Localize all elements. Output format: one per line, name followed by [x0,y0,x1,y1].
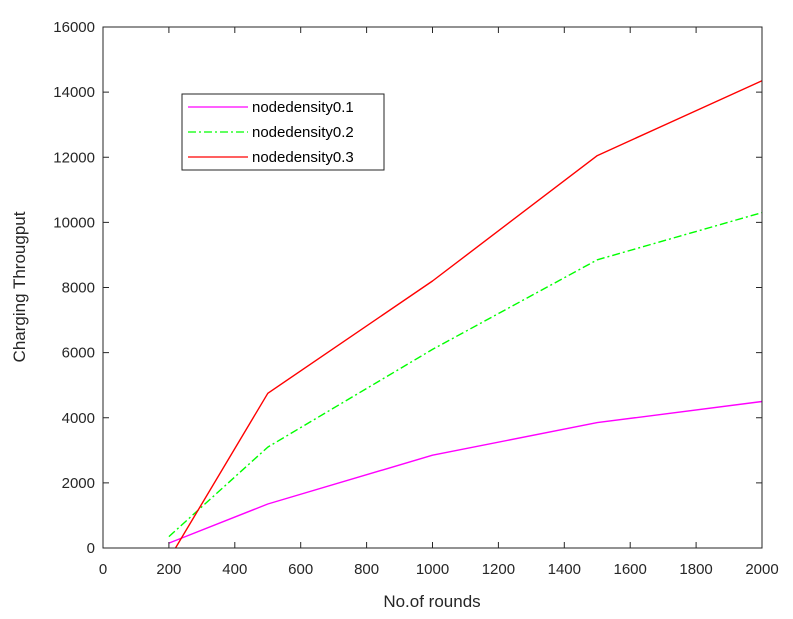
x-tick-label: 1000 [416,561,449,578]
series-line-3 [174,80,763,549]
legend-label-series-3: nodedensity0.3 [252,149,354,166]
x-tick-label: 2000 [745,561,778,578]
y-tick-label: 2000 [62,475,95,492]
x-tick-label: 200 [156,561,181,578]
legend-label-series-2: nodedensity0.2 [252,124,354,141]
legend-label-series-1: nodedensity0.1 [252,99,354,116]
x-tick-label: 1600 [614,561,647,578]
x-tick-label: 0 [99,561,107,578]
y-tick-label: 16000 [53,19,95,36]
legend: nodedensity0.1 nodedensity0.2 nodedensit… [181,93,385,171]
ticks-layer: 0 200 400 600 800 1000 1200 1400 1600 1800 2000 0 20… [53,19,778,578]
series-line-2 [168,211,763,538]
x-tick-label: 1200 [482,561,515,578]
x-tick-label: 600 [288,561,313,578]
x-tick-label: 400 [222,561,247,578]
x-tick-label: 1400 [548,561,581,578]
y-tick-label: 4000 [62,410,95,427]
series-line-1 [168,400,763,544]
y-tick-label: 12000 [53,149,95,166]
x-tick-label: 1800 [679,561,712,578]
y-tick-label: 8000 [62,280,95,297]
x-axis-title: No.of rounds [383,592,480,611]
y-axis-title: Charging Througput [10,211,29,362]
series-layer [168,80,763,549]
y-tick-label: 6000 [62,345,95,362]
y-tick-label: 0 [87,540,95,557]
y-tick-label: 10000 [53,214,95,231]
x-tick-label: 800 [354,561,379,578]
y-tick-label: 14000 [53,84,95,101]
